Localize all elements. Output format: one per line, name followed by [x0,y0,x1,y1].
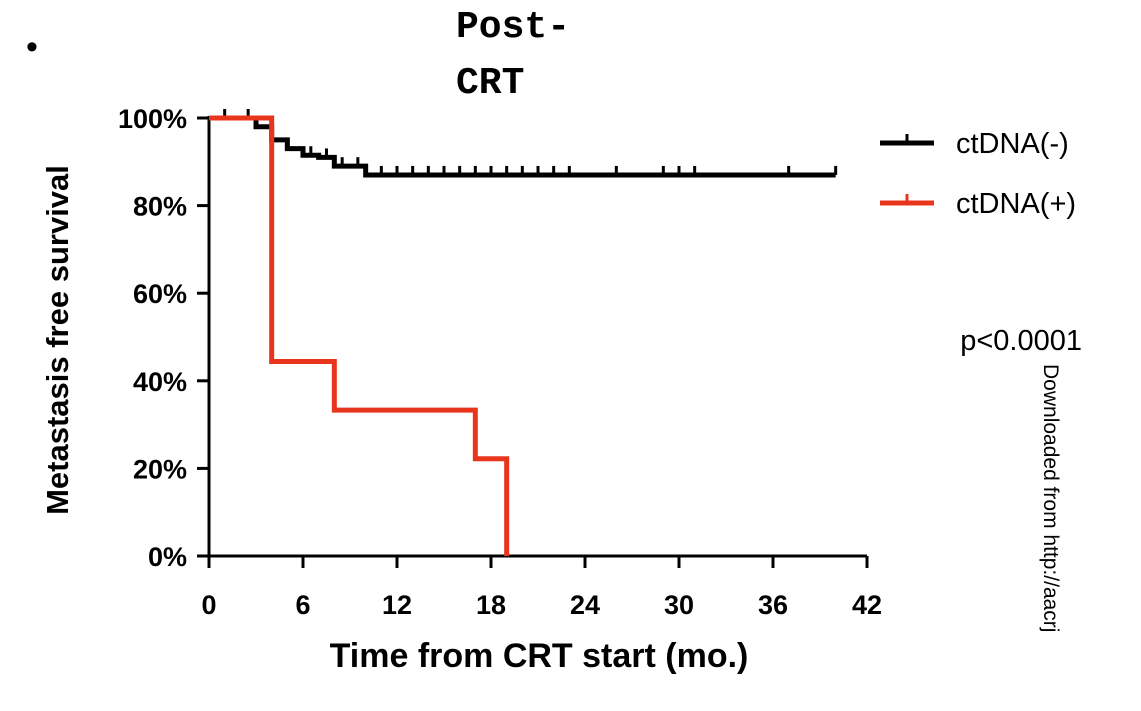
x-tick-label: 30 [664,590,694,620]
y-axis-label: Metastasis free survival [40,165,75,515]
legend-label: ctDNA(+) [956,188,1076,220]
y-tick-label: 100% [118,104,187,134]
y-tick-label: 60% [133,279,187,309]
series-ctdna-negative [209,109,838,178]
chart-title-line-1: Post- [456,6,571,49]
chart-legend: ctDNA(-) ctDNA(+) [880,128,1076,220]
series-ctdna-positive [209,115,510,556]
legend-item: ctDNA(+) [880,188,1076,220]
download-watermark: Downloaded from http://aacrj [1039,364,1062,632]
y-tick-label: 40% [133,367,187,397]
bullet-point: • [26,28,38,66]
p-value-annotation: p<0.0001 [960,325,1082,357]
x-tick-label: 6 [295,590,310,620]
y-tick-label: 20% [133,454,187,484]
chart-series [209,109,838,556]
survival-curve-line [209,115,510,556]
y-tick-label: 80% [133,192,187,222]
legend-item: ctDNA(-) [880,128,1069,160]
x-tick-label: 36 [758,590,788,620]
chart-title: Post- CRT [456,0,656,112]
x-tick-label: 0 [201,590,216,620]
survival-curve-line [209,115,836,178]
x-tick-label: 24 [570,590,600,620]
x-axis-label: Time from CRT start (mo.) [330,637,749,675]
x-tick-label: 12 [382,590,412,620]
chart-axes: 0% 20% 40% 60% 80% 100% 0 6 12 18 24 30 36 42 [118,104,882,620]
chart-title-line-2: CRT [456,62,525,105]
x-tick-label: 42 [852,590,882,620]
x-tick-label: 18 [476,590,506,620]
y-tick-label: 0% [148,542,187,572]
legend-label: ctDNA(-) [956,128,1069,160]
